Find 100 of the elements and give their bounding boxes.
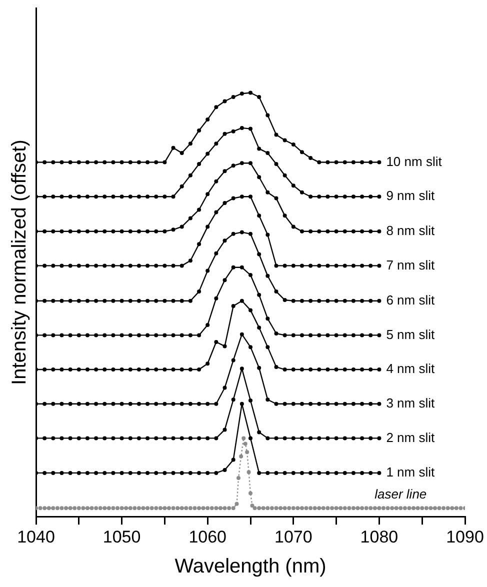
- point: [282, 333, 287, 338]
- point: [136, 194, 141, 199]
- point: [171, 298, 176, 303]
- point: [240, 265, 244, 270]
- point: [308, 229, 313, 234]
- point: [248, 436, 252, 440]
- point: [206, 402, 210, 406]
- point: [111, 470, 116, 475]
- point: [222, 386, 227, 390]
- point: [102, 402, 107, 406]
- point: [188, 402, 192, 406]
- point: [266, 436, 270, 440]
- point: [240, 366, 244, 371]
- point: [222, 169, 227, 174]
- point: [326, 264, 330, 268]
- point: [231, 196, 236, 200]
- point: [308, 470, 313, 475]
- point: [248, 161, 252, 166]
- point: [76, 229, 81, 234]
- point: [197, 470, 202, 475]
- point: [240, 161, 244, 166]
- point: [102, 436, 107, 440]
- point: [68, 229, 72, 234]
- point: [42, 264, 47, 268]
- point: [308, 333, 313, 338]
- point: [68, 470, 72, 475]
- point: [60, 160, 64, 164]
- point: [222, 200, 227, 205]
- point: [111, 298, 116, 303]
- point: [60, 194, 64, 199]
- point: [68, 160, 72, 164]
- point: [377, 402, 382, 406]
- point: [51, 402, 56, 406]
- point: [240, 230, 244, 234]
- point: [231, 265, 236, 270]
- point: [60, 470, 64, 475]
- x-tick-label: 1070: [274, 527, 312, 546]
- point: [51, 436, 56, 440]
- series-label: 2 nm slit: [386, 430, 435, 445]
- point: [111, 333, 116, 338]
- point: [136, 402, 141, 406]
- point: [360, 402, 364, 406]
- point: [334, 264, 338, 268]
- point: [334, 470, 338, 475]
- point: [342, 264, 347, 268]
- point: [326, 368, 330, 372]
- point: [334, 368, 338, 372]
- point: [120, 470, 124, 475]
- point: [351, 264, 356, 268]
- point: [222, 278, 227, 282]
- point: [42, 470, 47, 475]
- point: [162, 160, 167, 164]
- point: [291, 298, 296, 303]
- point: [231, 358, 236, 362]
- point: [368, 333, 373, 338]
- point: [162, 470, 167, 475]
- point: [111, 368, 116, 372]
- point: [76, 436, 81, 440]
- point: [282, 368, 287, 372]
- point: [317, 368, 322, 372]
- point: [377, 470, 382, 475]
- point: [351, 470, 356, 475]
- point: [214, 142, 218, 146]
- point: [197, 128, 202, 132]
- point: [136, 333, 141, 338]
- point: [111, 436, 116, 440]
- point: [291, 436, 296, 440]
- point: [60, 264, 64, 268]
- point: [162, 298, 167, 303]
- point: [282, 138, 287, 142]
- point: [102, 229, 107, 234]
- point: [171, 228, 176, 232]
- point: [360, 368, 364, 372]
- point: [85, 436, 90, 440]
- point: [76, 470, 81, 475]
- point: [197, 162, 202, 166]
- point: [308, 298, 313, 303]
- point: [231, 95, 236, 100]
- point: [377, 229, 382, 234]
- point: [326, 160, 330, 164]
- point: [231, 129, 236, 134]
- point: [206, 470, 210, 475]
- point: [266, 274, 270, 278]
- point: [42, 160, 47, 164]
- point: [291, 333, 296, 338]
- point: [42, 436, 47, 440]
- point: [68, 368, 72, 372]
- point: [377, 298, 382, 303]
- point: [257, 146, 262, 151]
- point: [342, 298, 347, 303]
- point: [102, 298, 107, 303]
- point: [51, 298, 56, 303]
- x-tick-label: 1040: [17, 527, 55, 546]
- point: [51, 194, 56, 199]
- point: [76, 264, 81, 268]
- point: [274, 470, 278, 475]
- point: [128, 368, 132, 372]
- point: [282, 173, 287, 178]
- point: [85, 470, 90, 475]
- point: [197, 333, 202, 338]
